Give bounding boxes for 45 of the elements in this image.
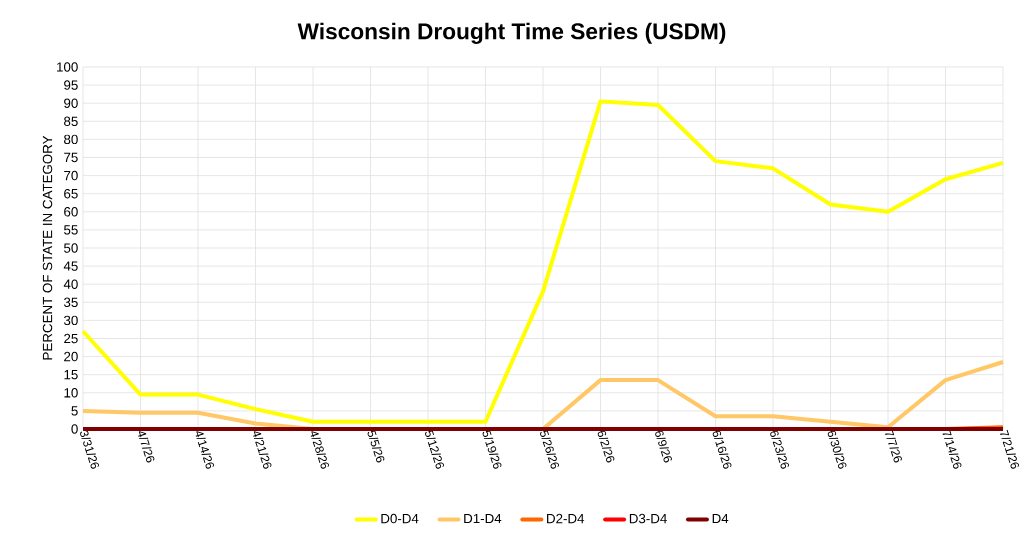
x-tick-label: 7/14/26 bbox=[942, 429, 962, 469]
y-tick-label: 5 bbox=[71, 406, 78, 416]
y-tick-label: 80 bbox=[64, 134, 78, 145]
y-tick-label: 10 bbox=[64, 388, 78, 398]
y-tick-label: 65 bbox=[64, 188, 78, 199]
y-tick-label: 90 bbox=[64, 98, 78, 108]
y-tick-label: 60 bbox=[64, 207, 78, 217]
x-tick-label: 5/26/26 bbox=[540, 430, 559, 469]
x-tick-label: 3/31/26 bbox=[80, 430, 99, 469]
y-tick-label: 15 bbox=[64, 370, 78, 380]
y-tick-label: 30 bbox=[63, 315, 78, 326]
x-tick-label: 6/23/26 bbox=[770, 430, 789, 469]
x-tick-label: 6/16/26 bbox=[712, 430, 732, 469]
y-tick-label: 0 bbox=[71, 424, 78, 434]
x-tick-label: 6/2/26 bbox=[597, 430, 615, 463]
x-tick-label: 4/21/26 bbox=[253, 431, 272, 469]
y-tick-label: 95 bbox=[64, 80, 78, 90]
x-tick-label: 5/19/26 bbox=[482, 430, 502, 469]
legend-label: D1-D4 bbox=[464, 513, 502, 524]
y-tick-label: 100 bbox=[57, 62, 78, 72]
y-axis-title: PERCENT OF STATE IN CATEGORY bbox=[42, 135, 53, 360]
x-tick-label: 4/14/26 bbox=[195, 431, 214, 469]
x-tick-label: 7/21/26 bbox=[1000, 429, 1019, 469]
x-tick-label: 6/9/26 bbox=[655, 430, 672, 463]
y-tick-label: 55 bbox=[64, 225, 78, 235]
x-tick-label: 5/5/26 bbox=[367, 430, 385, 463]
y-tick-label: 25 bbox=[64, 333, 78, 344]
y-tick-label: 50 bbox=[64, 243, 78, 253]
y-tick-label: 20 bbox=[64, 351, 78, 362]
legend-label: D3-D4 bbox=[629, 513, 667, 524]
legend-label: D4 bbox=[712, 513, 729, 524]
chart-title: Wisconsin Drought Time Series (USDM) bbox=[297, 22, 726, 44]
legend-label: D2-D4 bbox=[547, 513, 585, 524]
x-tick-label: 6/30/26 bbox=[827, 430, 847, 469]
x-tick-label: 7/7/26 bbox=[885, 429, 902, 463]
y-tick-label: 40 bbox=[63, 279, 78, 289]
y-tick-label: 70 bbox=[64, 170, 78, 181]
y-tick-label: 35 bbox=[63, 297, 78, 307]
x-tick-label: 4/28/26 bbox=[310, 431, 329, 469]
y-tick-label: 85 bbox=[64, 116, 78, 126]
x-tick-label: 5/12/26 bbox=[425, 430, 444, 469]
x-tick-label: 4/7/26 bbox=[138, 431, 155, 463]
legend-label: D0-D4 bbox=[381, 513, 419, 524]
y-tick-label: 45 bbox=[63, 261, 78, 271]
y-tick-label: 75 bbox=[64, 152, 78, 163]
